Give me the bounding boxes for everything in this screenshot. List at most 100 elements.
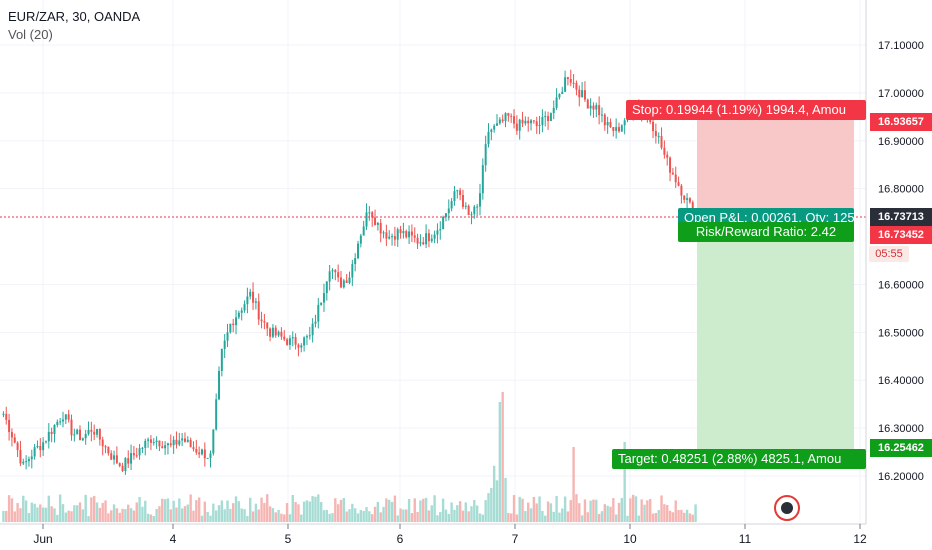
- volume-bar: [121, 508, 124, 522]
- time-axis[interactable]: Jun 4 5 6 7 10 11 12: [33, 524, 867, 546]
- candle-body: [232, 323, 235, 326]
- volume-bar: [214, 510, 218, 522]
- volume-bar: [73, 505, 76, 522]
- volume-bar: [47, 495, 51, 522]
- volume-bar: [683, 512, 686, 522]
- candle-body: [399, 229, 402, 234]
- volume-bar: [441, 498, 445, 522]
- candle-body: [413, 235, 416, 238]
- volume-bar: [353, 508, 357, 522]
- timezone-clock-button[interactable]: [774, 495, 800, 521]
- time-tick-label: 10: [623, 532, 637, 546]
- candle-body: [98, 429, 101, 440]
- volume-bar: [430, 505, 433, 522]
- stop-price-tag: 16.93657: [870, 113, 932, 131]
- volume-bar: [399, 508, 402, 522]
- volume-bar: [64, 512, 68, 522]
- candle-body: [164, 445, 167, 449]
- candle-body: [130, 453, 133, 464]
- take-profit-zone[interactable]: [697, 217, 854, 449]
- volume-bar: [592, 499, 595, 522]
- candle-body: [195, 449, 198, 453]
- volume-bar: [478, 513, 482, 522]
- volume-bar: [546, 501, 550, 522]
- candle-body: [623, 120, 626, 126]
- stop-loss-label[interactable]: Stop: 0.19944 (1.19%) 1994.4, Amou: [626, 100, 866, 120]
- candle-body: [266, 322, 269, 329]
- current-price-tag: 16.73713: [870, 208, 932, 226]
- volume-bar: [674, 500, 677, 522]
- volume-bar: [501, 392, 504, 522]
- price-axis[interactable]: 17.10000 17.00000 16.90000 16.80000 16.60000…: [878, 40, 924, 483]
- volume-bar: [308, 501, 311, 522]
- volume-bar: [7, 495, 11, 522]
- candle-body: [581, 90, 584, 98]
- candle-body: [450, 201, 453, 209]
- candle-body: [498, 119, 501, 124]
- volume-bar: [388, 499, 391, 522]
- volume-bar: [314, 496, 317, 522]
- candle-body: [504, 113, 507, 122]
- candle-body: [141, 447, 144, 449]
- price-tick-label: 16.60000: [878, 279, 924, 291]
- candle-body: [235, 317, 238, 326]
- volume-bar: [328, 513, 331, 522]
- price-tick-label: 16.90000: [878, 136, 924, 148]
- candle-body: [260, 319, 263, 322]
- volume-bar: [680, 509, 683, 522]
- volume-bar: [212, 503, 215, 522]
- volume-bars: [2, 392, 697, 522]
- volume-bar: [217, 505, 221, 522]
- volume-bar: [271, 508, 275, 522]
- candle-body: [357, 243, 360, 259]
- risk-reward-label[interactable]: Risk/Reward Ratio: 2.42: [678, 222, 854, 242]
- volume-bar: [521, 498, 524, 522]
- candle-body: [218, 370, 221, 400]
- volume-bar: [110, 510, 113, 522]
- candle-body: [135, 455, 138, 457]
- candle-body: [175, 439, 178, 445]
- volume-bar: [694, 504, 697, 522]
- volume-bar: [433, 495, 436, 522]
- candle-body: [686, 198, 689, 200]
- volume-bar: [56, 514, 59, 522]
- volume-bar: [243, 509, 246, 522]
- stop-loss-zone[interactable]: [697, 110, 854, 217]
- volume-bar: [447, 513, 450, 522]
- volume-bar: [365, 507, 368, 522]
- candle-body: [138, 448, 141, 456]
- volume-bar: [229, 508, 232, 522]
- volume-bar: [189, 494, 192, 522]
- symbol-title[interactable]: EUR/ZAR, 30, OANDA: [8, 9, 141, 24]
- candle-body: [453, 191, 456, 202]
- candle-body: [541, 116, 544, 125]
- time-tick-label: 5: [285, 532, 292, 546]
- volume-bar: [104, 500, 107, 522]
- candle-body: [674, 174, 677, 183]
- target-label[interactable]: Target: 0.48251 (2.88%) 4825.1, Amou: [612, 449, 866, 469]
- candle-body: [280, 331, 283, 337]
- volume-bar: [458, 501, 462, 522]
- candle-body: [600, 114, 603, 116]
- candle-body: [518, 119, 521, 131]
- candle-body: [254, 301, 257, 303]
- volume-bar: [464, 502, 468, 522]
- candle-body: [544, 116, 547, 118]
- volume-bar: [484, 500, 487, 522]
- candle-body: [615, 127, 618, 131]
- candle-body: [152, 441, 155, 443]
- candle-body: [666, 154, 669, 158]
- volume-bar: [183, 506, 187, 522]
- volume-bar: [456, 505, 459, 522]
- candle-body: [305, 336, 308, 338]
- volume-bar: [61, 504, 65, 522]
- price-tick-label: 17.10000: [878, 40, 924, 52]
- candle-body: [558, 93, 561, 98]
- volume-bar: [53, 508, 56, 522]
- price-tick-label: 16.80000: [878, 184, 924, 196]
- volume-indicator-label[interactable]: Vol (20): [8, 27, 53, 42]
- volume-bar: [663, 504, 666, 522]
- volume-bar: [356, 513, 360, 522]
- candle-body: [79, 429, 82, 441]
